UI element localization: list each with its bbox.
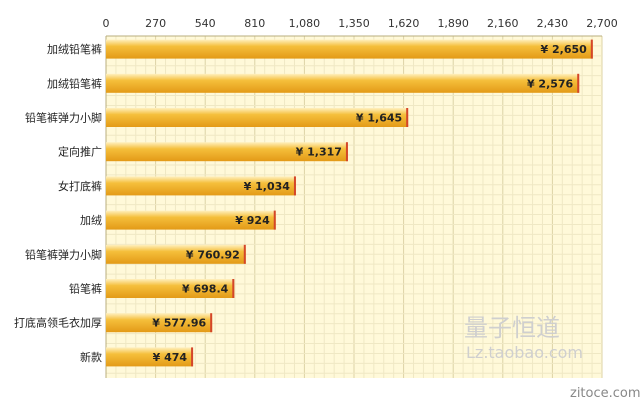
- bar-end-cap: [232, 279, 235, 298]
- bar-end-cap: [345, 142, 348, 162]
- bar: [106, 210, 276, 230]
- x-tick-label: 1,350: [338, 17, 370, 30]
- bar: [106, 142, 348, 162]
- x-tick-label: 2,160: [487, 17, 519, 30]
- bar-end-cap: [243, 244, 246, 264]
- bar: [106, 313, 213, 333]
- bar-end-cap: [577, 73, 580, 93]
- bar-end-cap: [590, 39, 593, 59]
- bar-end-cap: [293, 176, 296, 196]
- bar-value-label: ¥ 1,645: [356, 112, 402, 125]
- bars-group: ¥ 2,650 ¥ 2,576 ¥ 1,645 ¥ 1,317 ¥ 1,034 ¥ 924…: [106, 39, 593, 367]
- x-tick-label: 0: [103, 17, 110, 30]
- bar-end-cap: [191, 347, 194, 367]
- x-tick-label: 540: [195, 17, 216, 30]
- bar-value-label: ¥ 924: [235, 214, 270, 227]
- bar: [106, 347, 194, 367]
- x-tick-label: 1,620: [388, 17, 420, 30]
- bar: [106, 39, 593, 59]
- bar-end-cap: [406, 108, 409, 127]
- bar: [106, 244, 246, 264]
- x-axis: 0 270 540 810 1,080 1,350 1,620 1,890 2,160 2,430…: [103, 17, 618, 30]
- category-label: 打底高领毛衣加厚: [14, 316, 102, 330]
- category-label: 新款: [80, 350, 102, 364]
- x-tick-label: 810: [244, 17, 265, 30]
- x-tick-label: 270: [145, 17, 166, 30]
- watermark-footer: zitoce.com: [570, 386, 640, 401]
- bar-value-label: ¥ 474: [153, 351, 188, 364]
- bar-value-label: ¥ 1,317: [296, 146, 342, 159]
- category-label: 加绒铅笔裤: [47, 42, 102, 56]
- bar-value-label: ¥ 577.96: [152, 317, 206, 330]
- bar-end-cap: [210, 313, 213, 333]
- watermark: 量子恒道 Lz.taobao.com zitoce.com: [464, 314, 640, 401]
- bar-value-label: ¥ 2,576: [527, 77, 574, 90]
- category-label: 铅笔裤弹力小脚: [25, 111, 102, 125]
- watermark-site: Lz.taobao.com: [466, 343, 583, 362]
- bar: [106, 73, 580, 93]
- category-label: 铅笔裤弹力小脚: [25, 247, 102, 261]
- x-tick-label: 2,700: [586, 17, 618, 30]
- bar: [106, 108, 409, 127]
- watermark-brand: 量子恒道: [464, 314, 560, 342]
- x-tick-label: 1,080: [289, 17, 321, 30]
- category-label: 定向推广: [58, 145, 102, 159]
- bar-value-label: ¥ 760.92: [186, 248, 240, 261]
- category-label: 女打底裤: [58, 179, 102, 193]
- bar-end-cap: [273, 210, 276, 230]
- category-label: 加绒: [80, 214, 102, 227]
- x-tick-label: 2,430: [537, 17, 569, 30]
- bar: [106, 176, 296, 196]
- y-axis: 加绒铅笔裤加绒铅笔裤铅笔裤弹力小脚定向推广女打底裤加绒铅笔裤弹力小脚铅笔裤打底高…: [14, 42, 102, 364]
- bar: [106, 279, 235, 298]
- x-tick-label: 1,890: [437, 17, 469, 30]
- bar-value-label: ¥ 1,034: [244, 180, 291, 193]
- category-label: 加绒铅笔裤: [47, 76, 102, 90]
- bar-value-label: ¥ 698.4: [182, 283, 229, 296]
- bar-value-label: ¥ 2,650: [541, 43, 588, 56]
- category-label: 铅笔裤: [69, 282, 102, 296]
- grid-lines: [105, 35, 603, 378]
